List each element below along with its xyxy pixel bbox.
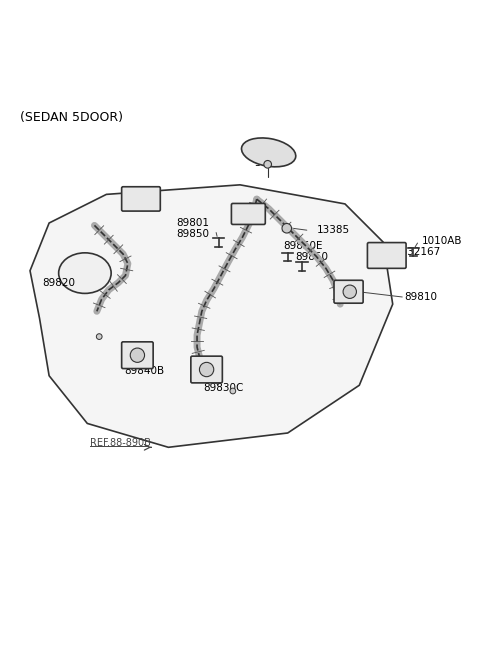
Text: 1010AB: 1010AB [421,236,462,246]
Circle shape [230,388,236,394]
Text: B32167: B32167 [400,247,440,256]
FancyBboxPatch shape [231,203,265,224]
FancyBboxPatch shape [191,356,222,383]
Circle shape [343,285,357,298]
FancyBboxPatch shape [121,187,160,211]
Text: 57642: 57642 [254,158,288,169]
Text: 89830C: 89830C [203,382,243,393]
FancyBboxPatch shape [334,280,363,303]
Text: 86852E: 86852E [120,192,159,202]
Circle shape [264,161,272,168]
FancyBboxPatch shape [121,342,153,369]
Text: 89820: 89820 [42,277,75,288]
Ellipse shape [241,138,296,167]
Text: 89850E: 89850E [283,241,323,251]
Text: (SEDAN 5DOOR): (SEDAN 5DOOR) [21,111,123,124]
FancyBboxPatch shape [367,243,406,268]
Circle shape [130,348,144,362]
Circle shape [96,334,102,339]
Text: REF.88-890B: REF.88-890B [90,438,151,449]
Text: 89801: 89801 [176,218,209,228]
Text: 13385: 13385 [316,225,349,235]
Text: 89850: 89850 [295,253,328,262]
Text: 89840B: 89840B [124,366,165,376]
Text: 89810: 89810 [405,292,438,302]
Circle shape [282,224,291,233]
Ellipse shape [59,253,111,293]
Text: 89850: 89850 [176,228,209,239]
Polygon shape [30,185,393,447]
Circle shape [199,362,214,377]
